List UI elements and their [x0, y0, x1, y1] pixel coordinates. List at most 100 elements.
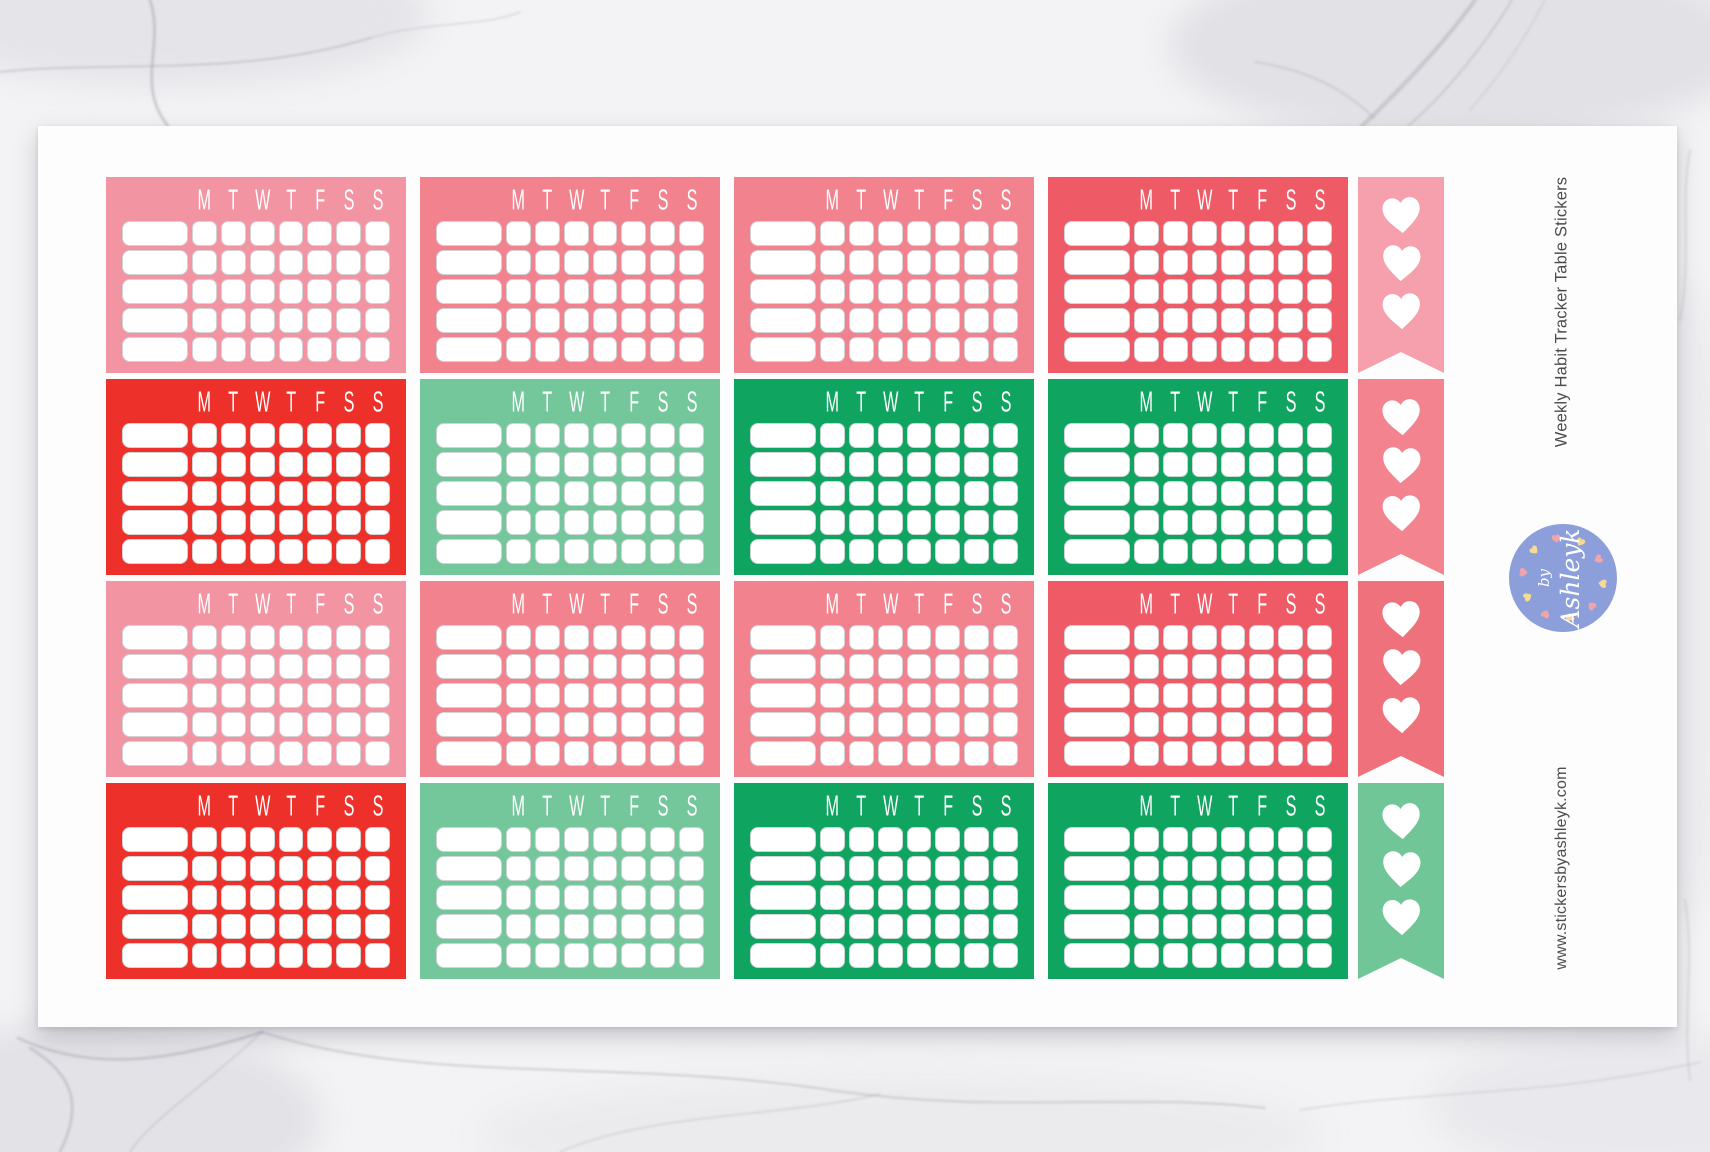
checkbox [679, 221, 704, 246]
checkbox [506, 741, 531, 766]
habit-label-box [122, 885, 188, 910]
checkbox [964, 712, 990, 737]
checkbox [1278, 337, 1304, 362]
tracker-row [1064, 452, 1332, 477]
checkbox [534, 510, 560, 535]
checkbox [1162, 250, 1188, 275]
checkbox [592, 856, 618, 881]
habit-label-box [122, 308, 188, 333]
checkbox [336, 539, 362, 564]
habit-label-box [1064, 625, 1130, 650]
day-letter: M [825, 587, 840, 620]
checkbox [935, 423, 961, 448]
tracker-row [122, 337, 390, 362]
checkbox [1191, 827, 1217, 852]
checkbox [877, 654, 903, 679]
checkbox [534, 452, 560, 477]
checkbox [1307, 250, 1332, 275]
checkbox [365, 337, 390, 362]
checkbox [650, 539, 676, 564]
day-letter: M [1139, 385, 1154, 418]
day-letter: S [657, 385, 669, 418]
day-letter: F [629, 385, 640, 418]
checkbox [1134, 279, 1159, 304]
tracker-row [436, 741, 704, 766]
checkbox [848, 279, 874, 304]
checkbox [1220, 914, 1246, 939]
checkbox [877, 250, 903, 275]
heart-icon [1378, 491, 1424, 534]
checkbox [1278, 510, 1304, 535]
checkbox [935, 452, 961, 477]
checkbox [278, 510, 304, 535]
checkbox [365, 481, 390, 506]
day-letter: T [228, 587, 239, 620]
checkbox [1278, 539, 1304, 564]
habit-label-box [122, 250, 188, 275]
checkbox [307, 279, 333, 304]
checkbox [307, 625, 333, 650]
checkbox [820, 741, 845, 766]
tracker-row [1064, 827, 1332, 852]
day-letter: T [600, 385, 611, 418]
checkbox [534, 683, 560, 708]
checkbox [935, 308, 961, 333]
checkbox [877, 337, 903, 362]
heart-icon [1378, 289, 1424, 332]
checkbox [1134, 914, 1159, 939]
checkbox [563, 337, 589, 362]
checkbox [336, 856, 362, 881]
checkbox [592, 741, 618, 766]
checkbox [365, 221, 390, 246]
checkbox [906, 856, 932, 881]
checkbox [592, 625, 618, 650]
tracker-row [436, 337, 704, 362]
day-letter: T [856, 385, 867, 418]
logo-hearts-ring [1519, 534, 1607, 622]
checkbox [563, 452, 589, 477]
checkbox [592, 221, 618, 246]
checkbox [650, 741, 676, 766]
tracker-row [1064, 423, 1332, 448]
checkbox [906, 914, 932, 939]
checkbox [307, 856, 333, 881]
tracker-row [436, 481, 704, 506]
checkbox [906, 885, 932, 910]
habit-label-box [436, 827, 502, 852]
checkbox [365, 308, 390, 333]
checkbox [592, 683, 618, 708]
day-letter: S [343, 385, 355, 418]
checkbox [1162, 539, 1188, 564]
checkbox [1307, 539, 1332, 564]
checkbox [935, 510, 961, 535]
tracker-row [436, 827, 704, 852]
checkbox [534, 221, 560, 246]
day-letter: S [372, 385, 384, 418]
checkbox [592, 337, 618, 362]
checkbox [621, 279, 647, 304]
habit-label-box [436, 683, 502, 708]
checkbox [1191, 654, 1217, 679]
checkbox [1191, 452, 1217, 477]
checkbox [249, 914, 275, 939]
tracker-row [1064, 250, 1332, 275]
day-letter: T [914, 385, 925, 418]
tracker-row [1064, 683, 1332, 708]
day-letter: T [1170, 183, 1181, 216]
checkbox [1249, 712, 1275, 737]
checkbox [563, 510, 589, 535]
checkbox [336, 308, 362, 333]
checkbox [192, 423, 217, 448]
checkbox [249, 712, 275, 737]
checkbox [1191, 510, 1217, 535]
day-letter: W [882, 385, 898, 418]
checkbox [993, 221, 1018, 246]
habit-label-box [1064, 683, 1130, 708]
checkbox [650, 337, 676, 362]
checkbox [365, 943, 390, 968]
checkbox [906, 308, 932, 333]
checkbox [848, 423, 874, 448]
checkbox [621, 914, 647, 939]
day-letter: W [1196, 587, 1212, 620]
